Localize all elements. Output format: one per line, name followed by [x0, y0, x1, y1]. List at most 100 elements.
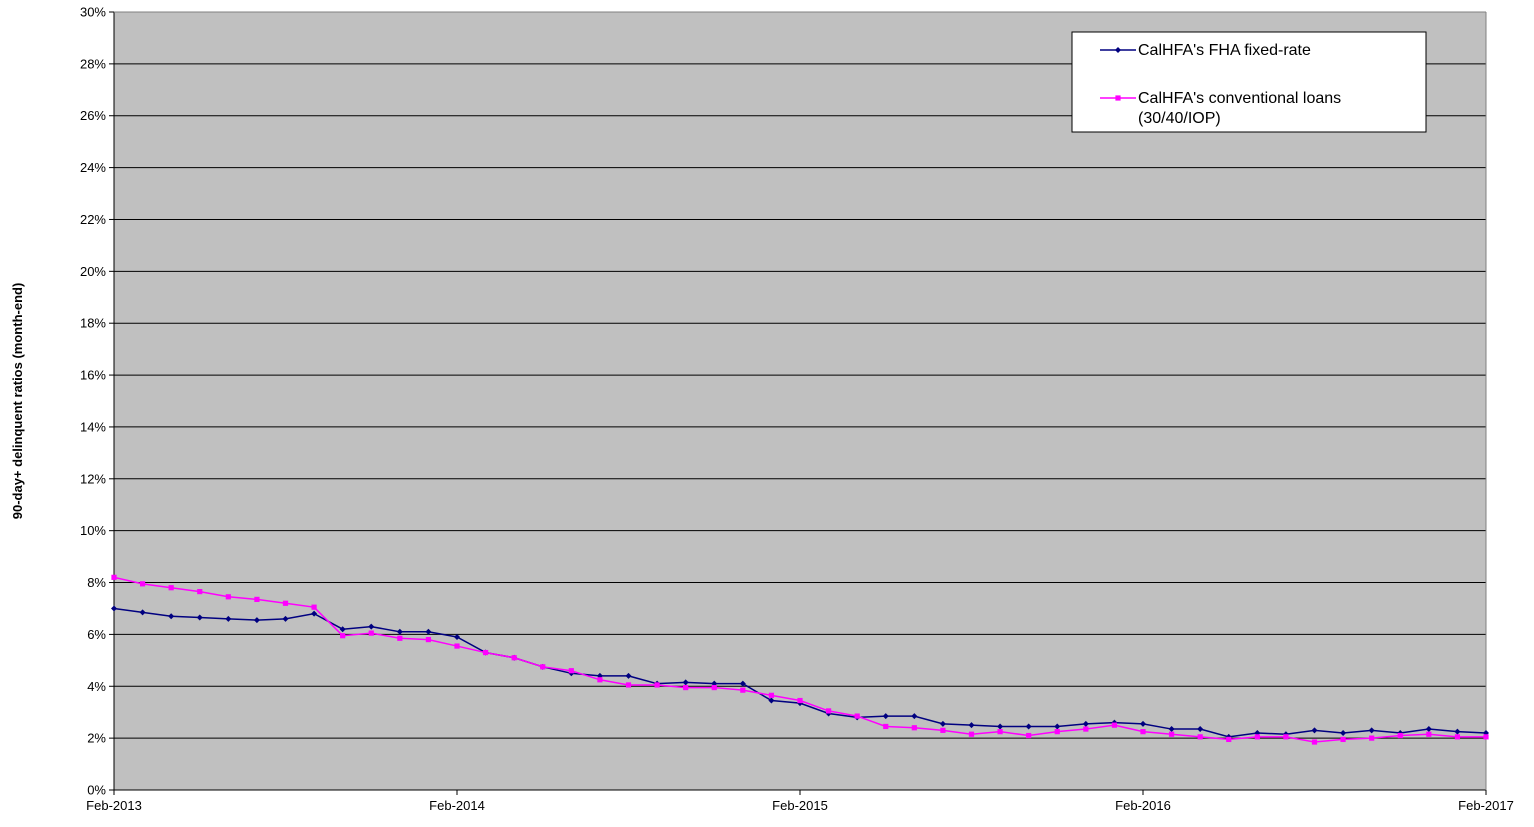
data-point [1283, 734, 1289, 740]
data-point [1026, 732, 1032, 739]
data-point [111, 574, 117, 580]
data-point [1025, 723, 1032, 730]
data-point [740, 687, 746, 693]
data-point [1454, 734, 1461, 740]
plot-area [114, 12, 1486, 790]
data-point [939, 720, 946, 727]
data-point [1140, 720, 1146, 727]
data-point [1054, 729, 1060, 735]
y-tick-label: 26% [80, 108, 106, 123]
data-point [511, 655, 517, 661]
y-tick-label: 0% [87, 783, 106, 798]
x-tick-label: Feb-2013 [86, 798, 142, 813]
data-point [854, 713, 860, 719]
x-tick-label: Feb-2017 [1458, 798, 1514, 813]
data-point [911, 725, 917, 731]
data-point [625, 672, 632, 679]
y-axis-title: 90-day+ delinquent ratios (month-end) [10, 283, 25, 520]
data-point [1454, 728, 1461, 735]
data-point [568, 668, 574, 674]
data-point [683, 684, 689, 691]
data-point [253, 617, 260, 624]
y-tick-label: 30% [80, 5, 106, 20]
data-point [139, 609, 146, 616]
data-point [254, 596, 260, 602]
x-tick-label: Feb-2014 [429, 798, 485, 813]
data-point [1168, 726, 1175, 733]
legend-item: CalHFA's conventional loans (30/40/IOP) [1100, 90, 1341, 127]
data-point [1083, 726, 1089, 732]
data-point [197, 589, 203, 595]
data-point [368, 630, 374, 636]
y-tick-label: 10% [80, 523, 106, 538]
data-point [1168, 731, 1175, 737]
data-point [340, 633, 346, 639]
data-point [111, 605, 117, 612]
y-tick-label: 28% [80, 56, 106, 71]
y-tick-label: 18% [80, 316, 106, 331]
legend: CalHFA's FHA fixed-rate CalHFA's conventi… [1071, 31, 1427, 133]
y-axis-ticks: 0% 2% 4% 6% 8% 10% 12% 14% 16% 18% 20% 22% 24% 26% 28%… [80, 5, 114, 798]
data-point [1483, 734, 1489, 740]
data-point [425, 628, 432, 635]
data-point [1311, 727, 1318, 734]
data-point [540, 664, 546, 670]
data-point [625, 682, 632, 688]
data-point [797, 697, 803, 704]
y-tick-label: 22% [80, 212, 106, 227]
legend-label: CalHFA's conventional loans [1138, 90, 1341, 107]
data-point [1340, 729, 1347, 736]
data-point [1226, 736, 1232, 743]
data-point [968, 722, 975, 729]
data-point [1340, 736, 1346, 743]
data-point [1197, 734, 1203, 740]
legend-item: CalHFA's FHA fixed-rate [1100, 42, 1311, 59]
data-point [739, 680, 746, 687]
data-point [282, 600, 289, 606]
data-point [397, 635, 403, 641]
data-point [1140, 729, 1146, 735]
y-tick-label: 4% [87, 679, 106, 694]
data-point [425, 636, 432, 643]
series-layer [111, 574, 1489, 745]
y-tick-label: 2% [87, 731, 106, 746]
data-point [139, 581, 146, 587]
data-point [1397, 732, 1403, 739]
axes [113, 11, 1487, 791]
legend-box [1071, 31, 1427, 133]
data-point [196, 614, 203, 621]
series-conventional-loans [111, 574, 1489, 745]
data-point [997, 729, 1003, 735]
data-point [711, 684, 717, 691]
data-point [1369, 735, 1375, 741]
y-tick-label: 12% [80, 471, 106, 486]
y-tick-label: 16% [80, 368, 106, 383]
data-point [168, 585, 174, 591]
y-tick-label: 6% [87, 627, 106, 642]
data-point [940, 727, 946, 733]
data-point [768, 692, 775, 698]
data-point [825, 708, 832, 714]
data-point [1082, 720, 1089, 727]
y-tick-label: 8% [87, 575, 106, 590]
y-tick-label: 14% [80, 419, 106, 434]
data-point [1115, 47, 1121, 53]
data-point [1368, 727, 1375, 734]
data-point [1311, 739, 1318, 745]
data-point [1254, 734, 1260, 740]
legend-label: CalHFA's FHA fixed-rate [1138, 42, 1311, 59]
data-point [482, 649, 489, 656]
data-point [1426, 731, 1432, 737]
data-point [225, 615, 232, 622]
data-point [1054, 723, 1061, 730]
data-point [911, 713, 918, 720]
data-point [311, 610, 318, 617]
y-tick-label: 24% [80, 160, 106, 175]
data-point [1115, 95, 1121, 101]
data-point [768, 697, 775, 704]
data-point [597, 677, 603, 683]
data-point [682, 679, 689, 686]
data-point [311, 604, 317, 610]
